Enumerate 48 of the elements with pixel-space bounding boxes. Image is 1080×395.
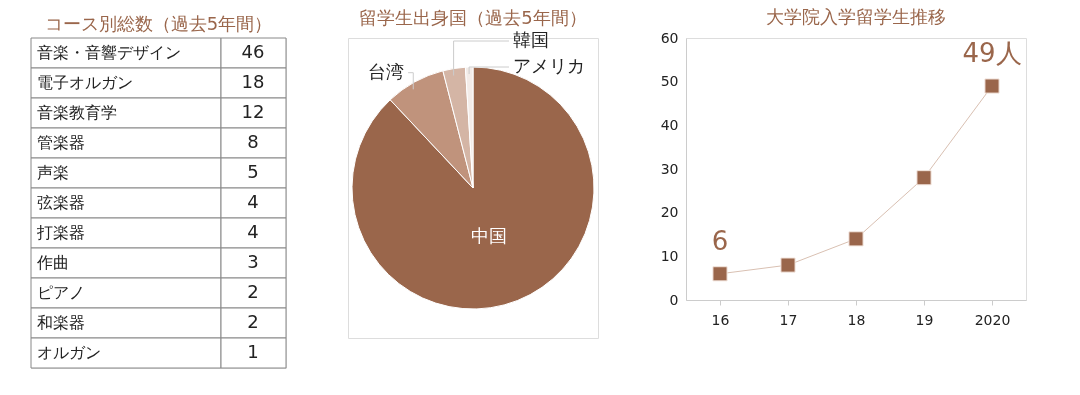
x-tick-label: 19: [915, 311, 934, 328]
data-label: 2: [247, 281, 259, 302]
slice-label: 中国: [470, 225, 507, 247]
data-label: 4: [247, 191, 259, 212]
slice-label: アメリカ: [513, 55, 585, 76]
text: コース別総数（過去5年間）: [44, 12, 273, 34]
point: [916, 170, 932, 186]
slice-label: 韓国: [513, 29, 549, 50]
data-label: 4: [247, 221, 259, 242]
chart-title: 大学院入学留学生推移: [766, 6, 946, 27]
y-tick-label: 50: [660, 73, 679, 90]
category-label: 声楽: [37, 163, 69, 182]
data-label: 18: [241, 71, 265, 92]
category-label: 管楽器: [37, 133, 85, 152]
category-label: 和楽器: [37, 313, 85, 332]
data-label: 6: [711, 225, 729, 256]
point: [848, 231, 864, 247]
category-label: オルガン: [37, 343, 101, 362]
point: [712, 266, 728, 282]
data-label: 12: [241, 101, 265, 122]
data-label: 2: [247, 311, 259, 332]
point: [984, 78, 1000, 94]
y-tick-label: 60: [660, 29, 679, 46]
category-label: ピアノ: [37, 283, 85, 302]
data-label: 5: [247, 161, 259, 182]
data-label: 8: [247, 131, 259, 152]
category-label: 音楽教育学: [37, 103, 117, 122]
data-label: 3: [247, 251, 259, 272]
y-tick-label: 10: [660, 247, 679, 264]
y-tick-label: 20: [660, 204, 679, 221]
x-tick-label: 18: [847, 311, 866, 328]
point: [780, 257, 796, 273]
data-label: 1: [247, 341, 259, 362]
slice-label: 台湾: [368, 60, 405, 82]
y-tick-label: 0: [669, 291, 679, 308]
chart-title: 留学生出身国（過去5年間）: [359, 7, 587, 28]
category-label: 音楽・音響デザイン: [37, 43, 181, 62]
y-tick-label: 40: [660, 116, 679, 133]
category-label: 作曲: [36, 253, 69, 272]
y-tick-label: 30: [660, 160, 679, 177]
category-label: 電子オルガン: [37, 73, 133, 92]
x-tick-label: 17: [779, 311, 798, 328]
category-label: 打楽器: [36, 223, 85, 242]
x-tick-label: 2020: [974, 311, 1011, 328]
data-label: 49人: [962, 38, 1022, 69]
category-label: 弦楽器: [37, 193, 85, 212]
x-tick-label: 16: [711, 311, 730, 328]
data-label: 46: [241, 41, 265, 62]
